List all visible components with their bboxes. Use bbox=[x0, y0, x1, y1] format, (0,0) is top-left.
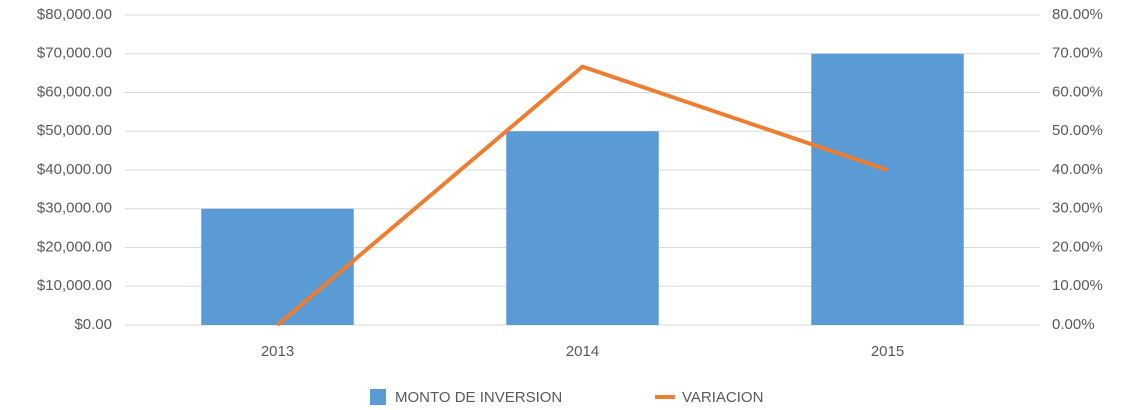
bar bbox=[811, 53, 964, 325]
legend-swatch bbox=[370, 389, 386, 405]
y2-tick-label: 10.00% bbox=[1052, 277, 1103, 294]
y2-tick-label: 80.00% bbox=[1052, 6, 1103, 23]
y-tick-label: $80,000.00 bbox=[37, 6, 112, 23]
y-tick-label: $50,000.00 bbox=[37, 122, 112, 139]
y2-tick-label: 30.00% bbox=[1052, 200, 1103, 217]
y-tick-label: $60,000.00 bbox=[37, 83, 112, 100]
y2-tick-label: 20.00% bbox=[1052, 238, 1103, 255]
y2-tick-label: 70.00% bbox=[1052, 45, 1103, 62]
line bbox=[276, 64, 889, 327]
x-tick-label: 2013 bbox=[261, 343, 294, 360]
legend-label: VARIACION bbox=[682, 389, 763, 406]
y-tick-label: $30,000.00 bbox=[37, 200, 112, 217]
y2-tick-label: 0.00% bbox=[1052, 316, 1095, 333]
y2-tick-label: 40.00% bbox=[1052, 161, 1103, 178]
y-tick-label: $20,000.00 bbox=[37, 238, 112, 255]
y2-tick-label: 50.00% bbox=[1052, 122, 1103, 139]
y-tick-label: $0.00 bbox=[74, 316, 112, 333]
y-tick-label: $70,000.00 bbox=[37, 45, 112, 62]
y-tick-label: $10,000.00 bbox=[37, 277, 112, 294]
y-tick-label: $40,000.00 bbox=[37, 161, 112, 178]
bar bbox=[201, 208, 354, 325]
x-tick-label: 2014 bbox=[566, 343, 599, 360]
legend-label: MONTO DE INVERSION bbox=[395, 389, 562, 406]
y2-tick-label: 60.00% bbox=[1052, 83, 1103, 100]
x-tick-label: 2015 bbox=[871, 343, 904, 360]
bar bbox=[506, 131, 659, 325]
